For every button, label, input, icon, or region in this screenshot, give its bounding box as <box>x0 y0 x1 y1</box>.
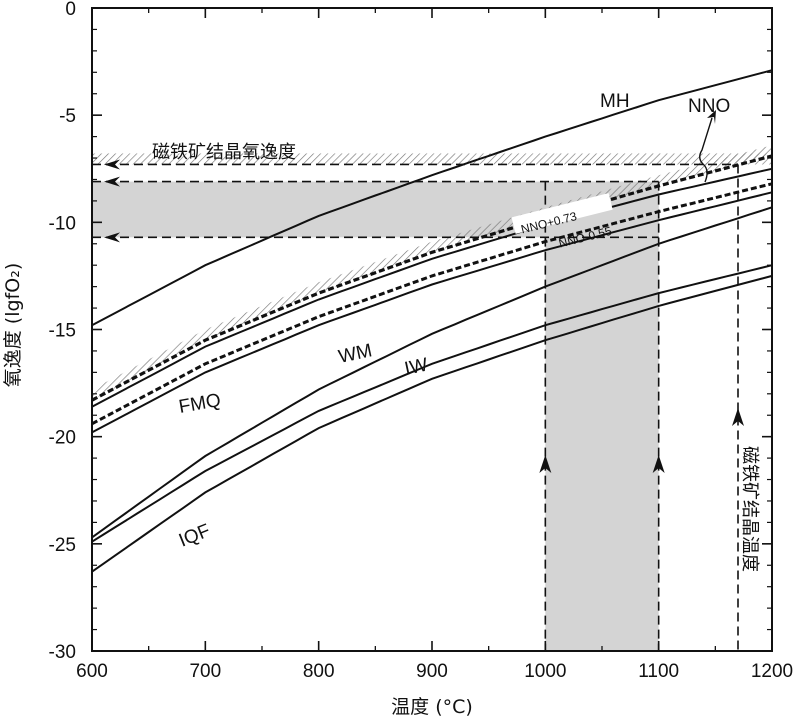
x-tick-label-1000: 1000 <box>524 661 566 682</box>
temperature-range-band <box>545 181 659 652</box>
nno-pointer <box>699 117 713 183</box>
magnetite-fo2-label: 磁铁矿结晶氧逸度 <box>152 142 296 163</box>
plot-frame <box>91 7 773 652</box>
nno-hatch-band <box>92 145 772 401</box>
y-tick-label--30: -30 <box>49 642 76 663</box>
fo2-upper-line-arrow <box>104 176 120 187</box>
y-axis-label: 氧逸度 (lgfO₂) <box>2 263 24 387</box>
nno-pointer-arrow <box>707 110 716 124</box>
iw-label: IW <box>403 355 430 380</box>
x-tick-label-600: 600 <box>76 661 108 682</box>
curve-iqf <box>91 274 773 573</box>
fo2-lower-line-arrow <box>104 232 120 243</box>
y-tick-label--10: -10 <box>49 213 76 234</box>
y-tick-label--20: -20 <box>49 428 76 449</box>
magnetite-fo2-line-arrow <box>104 159 120 170</box>
magnetite-temp-line-arrow <box>732 408 744 426</box>
axes: 600 700 800 900 1000 1100 1200 0 -5 -10 -15 -20 -25 -… <box>49 0 794 682</box>
x-tick-label-1200: 1200 <box>751 661 793 682</box>
temp-1100-line-arrow <box>652 455 665 473</box>
curve-nno-0-73 <box>91 167 773 408</box>
curve-fmq <box>91 191 773 434</box>
curve-iw <box>91 264 773 543</box>
curve-wm <box>91 206 773 539</box>
y-tick-label-0: 0 <box>65 0 76 20</box>
x-tick-label-1100: 1100 <box>638 661 679 682</box>
plot-area <box>91 69 773 652</box>
y-tick-label--5: -5 <box>59 106 76 127</box>
iqf-label: IQF <box>176 520 213 551</box>
x-tick-label-700: 700 <box>189 661 221 682</box>
curve-mh <box>91 69 773 327</box>
nno-plus-label-bg <box>511 193 613 234</box>
mh-label: MH <box>600 91 630 112</box>
magnetite-temp-label: 磁铁矿结晶温度 <box>739 446 760 572</box>
x-axis-label: 温度 (°C) <box>391 696 473 718</box>
fmq-label: FMQ <box>177 390 222 418</box>
y-tick-label--15: -15 <box>49 321 76 342</box>
x-tick-label-800: 800 <box>303 661 335 682</box>
temp-1000-line-arrow <box>539 455 552 473</box>
wm-label: WM <box>337 340 374 368</box>
nno-label: NNO <box>688 96 730 117</box>
y-tick-label--25: -25 <box>49 535 76 556</box>
x-tick-label-900: 900 <box>416 661 448 682</box>
magnetite-fo2-hatch <box>92 153 772 165</box>
